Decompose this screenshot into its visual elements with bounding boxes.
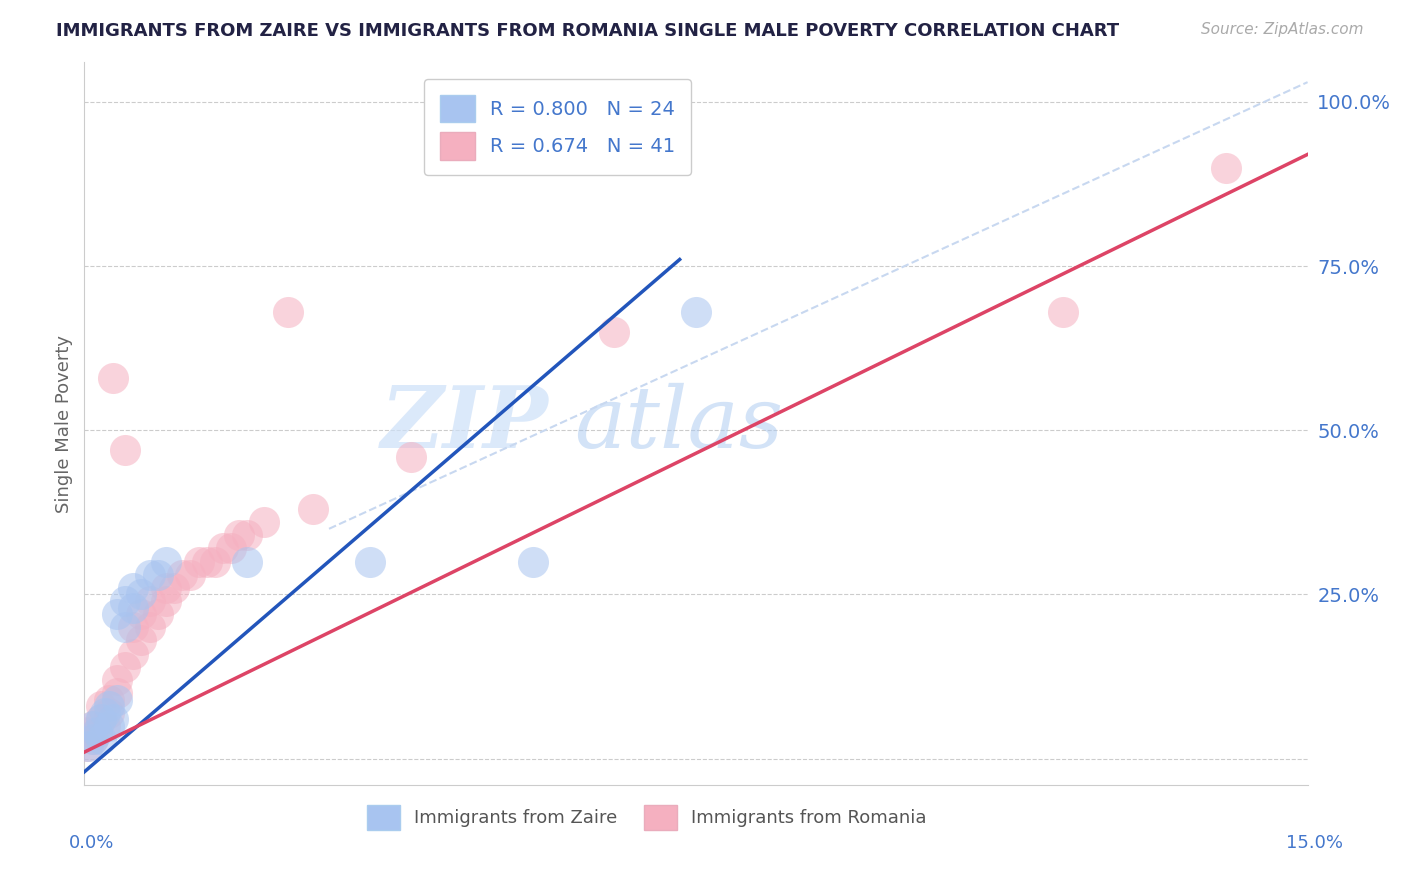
Point — [93, 719, 115, 733]
Point — [187, 555, 209, 569]
Point — [138, 594, 160, 608]
Point — [236, 528, 259, 542]
Point — [105, 673, 128, 687]
Point — [101, 712, 124, 726]
Legend: Immigrants from Zaire, Immigrants from Romania: Immigrants from Zaire, Immigrants from R… — [360, 797, 934, 838]
Point — [114, 594, 136, 608]
Point — [1215, 161, 1237, 175]
Point — [90, 699, 112, 714]
Point — [138, 620, 160, 634]
Point — [105, 692, 128, 706]
Point — [685, 305, 707, 319]
Point — [86, 725, 108, 739]
Point — [82, 719, 104, 733]
Point — [155, 555, 177, 569]
Point — [359, 555, 381, 569]
Point — [77, 739, 100, 753]
Point — [122, 620, 145, 634]
Point — [122, 600, 145, 615]
Point — [219, 541, 242, 556]
Point — [114, 659, 136, 673]
Point — [236, 555, 259, 569]
Point — [155, 581, 177, 595]
Point — [105, 686, 128, 700]
Point — [90, 731, 112, 746]
Point — [163, 581, 186, 595]
Point — [82, 731, 104, 746]
Point — [101, 370, 124, 384]
Point — [399, 450, 422, 464]
Text: ZIP: ZIP — [381, 382, 550, 466]
Point — [93, 706, 115, 720]
Point — [253, 515, 276, 529]
Point — [82, 731, 104, 746]
Point — [131, 607, 153, 622]
Point — [603, 325, 626, 339]
Point — [97, 719, 120, 733]
Point — [97, 692, 120, 706]
Y-axis label: Single Male Poverty: Single Male Poverty — [55, 334, 73, 513]
Point — [90, 712, 112, 726]
Point — [172, 567, 194, 582]
Point — [105, 607, 128, 622]
Point — [97, 706, 120, 720]
Text: IMMIGRANTS FROM ZAIRE VS IMMIGRANTS FROM ROMANIA SINGLE MALE POVERTY CORRELATION: IMMIGRANTS FROM ZAIRE VS IMMIGRANTS FROM… — [56, 22, 1119, 40]
Point — [277, 305, 299, 319]
Point — [114, 620, 136, 634]
Point — [77, 725, 100, 739]
Point — [212, 541, 235, 556]
Text: 0.0%: 0.0% — [69, 834, 114, 852]
Point — [122, 647, 145, 661]
Point — [1052, 305, 1074, 319]
Point — [86, 725, 108, 739]
Point — [114, 442, 136, 457]
Text: 15.0%: 15.0% — [1286, 834, 1343, 852]
Point — [522, 555, 544, 569]
Point — [82, 719, 104, 733]
Point — [131, 633, 153, 648]
Text: Source: ZipAtlas.com: Source: ZipAtlas.com — [1201, 22, 1364, 37]
Point — [146, 567, 169, 582]
Point — [122, 581, 145, 595]
Point — [228, 528, 250, 542]
Point — [301, 502, 323, 516]
Point — [179, 567, 201, 582]
Text: atlas: atlas — [574, 383, 783, 465]
Point — [138, 567, 160, 582]
Point — [90, 712, 112, 726]
Point — [131, 587, 153, 601]
Point — [97, 699, 120, 714]
Point — [155, 594, 177, 608]
Point — [195, 555, 218, 569]
Point — [146, 607, 169, 622]
Point — [204, 555, 226, 569]
Point — [76, 739, 98, 753]
